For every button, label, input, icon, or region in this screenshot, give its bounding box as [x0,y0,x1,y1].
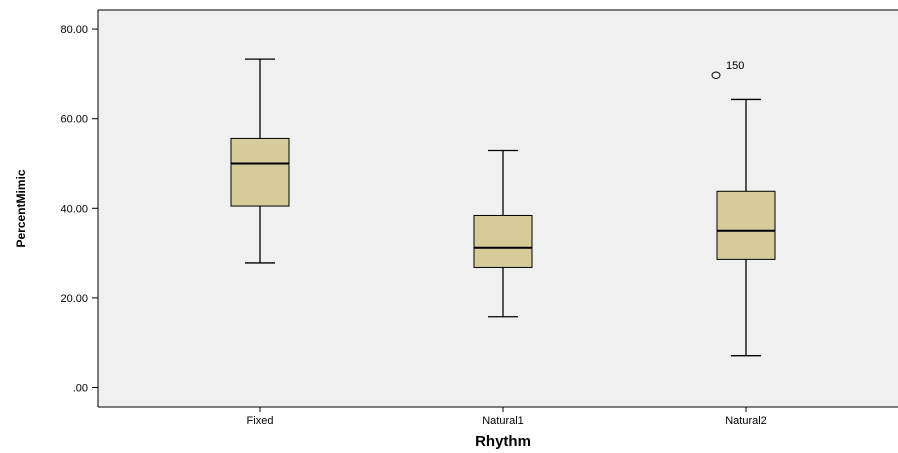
y-tick-label: 60.00 [60,114,88,126]
y-tick-label: 80.00 [60,24,88,36]
x-tick-label: Fixed [247,415,274,427]
outlier-label: 150 [726,60,744,72]
y-tick-label: .00 [73,383,88,395]
iqr-box [717,191,775,259]
iqr-box [474,215,532,267]
plot-area [98,10,898,407]
y-tick-label: 40.00 [60,203,88,215]
y-tick-label: 20.00 [60,293,88,305]
x-tick-label: Natural1 [482,415,524,427]
x-axis-label: Rhythm [475,433,531,450]
iqr-box [231,138,289,206]
y-axis-label: PercentMimic [14,169,28,247]
x-tick-label: Natural2 [725,415,767,427]
